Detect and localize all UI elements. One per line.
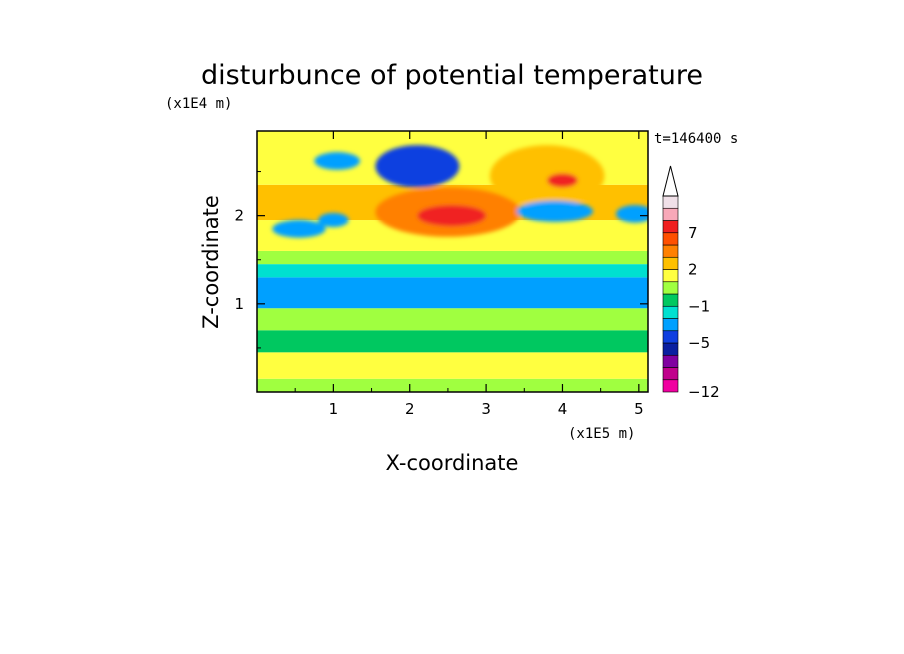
colorbar-swatch <box>662 318 679 332</box>
colorbar: 7 2 −1 −5 −12 <box>662 165 720 401</box>
colorbar-swatch <box>662 207 679 221</box>
colorbar-swatch <box>662 195 679 209</box>
x-tick-label: 5 <box>634 400 644 418</box>
colorbar-arrow <box>662 165 679 197</box>
x-tick-label: 4 <box>558 400 568 418</box>
colorbar-swatch <box>662 220 679 234</box>
colorbar-label: −5 <box>688 334 710 352</box>
heatmap-band <box>257 308 648 331</box>
colorbar-swatch <box>662 293 679 307</box>
colorbar-label: 7 <box>688 224 698 242</box>
colorbar-label: −1 <box>688 297 710 315</box>
colorbar-swatch <box>662 379 679 393</box>
y-axis: 12 <box>234 171 648 349</box>
colorbar-swatch <box>662 305 679 319</box>
colorbar-swatch <box>662 232 679 246</box>
chart-title: disturbunce of potential temperature <box>201 60 703 91</box>
y-scale-label: (x1E4 m) <box>165 96 232 112</box>
colorbar-swatch <box>662 330 679 344</box>
heatmap-band <box>257 250 648 265</box>
colorbar-swatch <box>662 269 679 283</box>
heatmap-feature <box>314 152 361 170</box>
heatmap-feature <box>375 145 460 188</box>
x-tick-label: 2 <box>405 400 415 418</box>
heatmap-band <box>257 330 648 353</box>
heatmap-feature <box>318 213 349 228</box>
x-axis-title: X-coordinate <box>386 451 519 475</box>
heatmap-band <box>257 378 648 392</box>
time-label: t=146400 s <box>654 131 738 147</box>
colorbar-label: −12 <box>688 383 720 401</box>
colorbar-swatch <box>662 342 679 356</box>
heatmap-feature <box>516 200 594 222</box>
heatmap-band <box>257 352 648 379</box>
colorbar-swatch <box>662 281 679 295</box>
colorbar-label: 2 <box>688 261 698 279</box>
x-axis: 1 2 3 4 5 <box>294 131 644 418</box>
heatmap-feature <box>547 173 578 188</box>
heatmap-area <box>257 131 648 392</box>
y-tick-label: 2 <box>234 207 244 225</box>
plot-frame <box>256 130 649 393</box>
heatmap-features <box>272 145 648 238</box>
heatmap-feature <box>615 205 648 223</box>
heatmap-band <box>257 277 648 309</box>
heatmap-feature <box>417 205 487 227</box>
colorbar-swatch <box>662 367 679 381</box>
y-tick-label: 1 <box>234 295 244 313</box>
x-tick-label: 1 <box>329 400 339 418</box>
heatmap-feature <box>272 220 326 238</box>
y-axis-title: Z-coordinate <box>199 195 223 329</box>
colorbar-swatch <box>662 244 679 258</box>
colorbar-swatch <box>662 256 679 270</box>
colorbar-swatch <box>662 354 679 368</box>
heatmap-band <box>257 264 648 278</box>
x-tick-label: 3 <box>481 400 491 418</box>
heatmap-feature <box>489 145 605 207</box>
x-scale-label: (x1E5 m) <box>568 426 635 442</box>
